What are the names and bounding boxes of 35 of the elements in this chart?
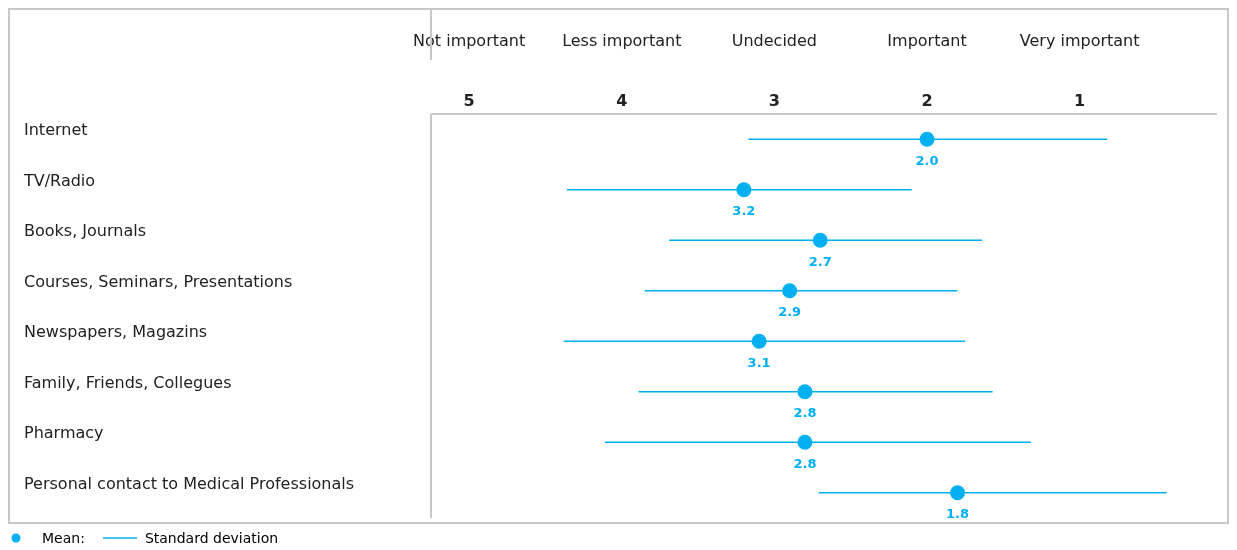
- point: [919, 131, 935, 147]
- y-tick-label: Courses, Seminars, Presentations: [24, 271, 293, 291]
- text: Standard deviation: [144, 530, 279, 546]
- data-label: 3.2: [732, 203, 756, 219]
- text: Less important: [562, 31, 682, 50]
- point: [797, 434, 813, 450]
- x-tick-label: 4: [616, 91, 628, 110]
- point: [751, 333, 767, 349]
- x-tick-label: 3: [768, 91, 780, 110]
- y-tick-label: Internet: [24, 120, 88, 140]
- y-tick-label: Books, Journals: [24, 221, 146, 241]
- point: [812, 232, 828, 248]
- point: [736, 182, 752, 198]
- data-label: 2.7: [808, 253, 832, 269]
- data-label: 1.8: [946, 506, 970, 522]
- x-tick-label: 2: [921, 91, 933, 110]
- data-label: 2.0: [915, 152, 939, 168]
- data-label: 2.8: [793, 455, 817, 471]
- data-label: 2.9: [778, 304, 802, 320]
- x-tick-label: 1: [1074, 91, 1086, 110]
- point: [782, 283, 798, 299]
- text: Very important: [1019, 31, 1140, 50]
- x-tick-label: 5: [463, 91, 475, 110]
- point: [950, 485, 966, 501]
- y-tick-label: Personal contact to Medical Professionals: [24, 473, 355, 493]
- data-label: 2.8: [793, 405, 817, 421]
- y-tick-label: Newspapers, Magazins: [24, 322, 208, 342]
- point: [797, 384, 813, 400]
- y-tick-label: Family, Friends, Collegues: [24, 372, 232, 392]
- legend-label: Mean:: [42, 530, 85, 546]
- text: Undecided: [731, 31, 818, 50]
- data-label: 3.1: [747, 354, 771, 370]
- y-tick-label: Pharmacy: [24, 423, 104, 443]
- y-tick-label: TV/Radio: [23, 170, 96, 190]
- text: Important: [887, 31, 967, 50]
